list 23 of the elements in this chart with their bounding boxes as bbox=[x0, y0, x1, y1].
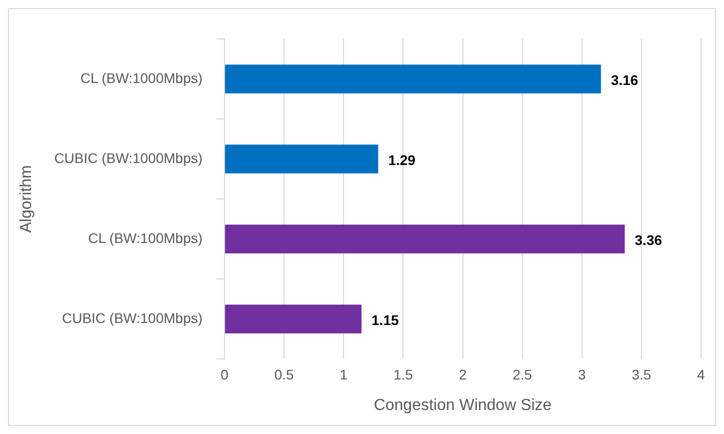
bar bbox=[225, 224, 625, 254]
bar bbox=[225, 64, 601, 94]
x-tick-label: 4 bbox=[697, 366, 706, 382]
data-label: 1.15 bbox=[372, 312, 399, 328]
bar bbox=[225, 144, 378, 174]
y-tick-label: CL (BW:100Mbps) bbox=[88, 230, 203, 246]
data-label: 1.29 bbox=[388, 152, 416, 168]
x-tick-label: 0.5 bbox=[274, 366, 294, 382]
bar bbox=[225, 304, 362, 334]
y-axis-title: Algorithm bbox=[18, 165, 36, 233]
x-axis-title: Congestion Window Size bbox=[374, 396, 552, 414]
data-label: 3.36 bbox=[634, 232, 662, 248]
x-tick-label: 2.5 bbox=[512, 366, 532, 382]
y-tick-label: CUBIC (BW:100Mbps) bbox=[62, 310, 203, 326]
x-tick-label: 0 bbox=[220, 366, 229, 382]
x-tick-label: 1 bbox=[340, 366, 348, 382]
data-label: 3.16 bbox=[610, 72, 638, 88]
y-tick-label: CL (BW:1000Mbps) bbox=[80, 70, 203, 86]
y-tick-label: CUBIC (BW:1000Mbps) bbox=[54, 150, 203, 166]
x-tick-label: 1.5 bbox=[393, 366, 414, 382]
x-tick-label: 3.5 bbox=[632, 366, 652, 382]
x-tick-label: 2 bbox=[458, 366, 467, 382]
x-tick-label: 3 bbox=[578, 366, 586, 382]
